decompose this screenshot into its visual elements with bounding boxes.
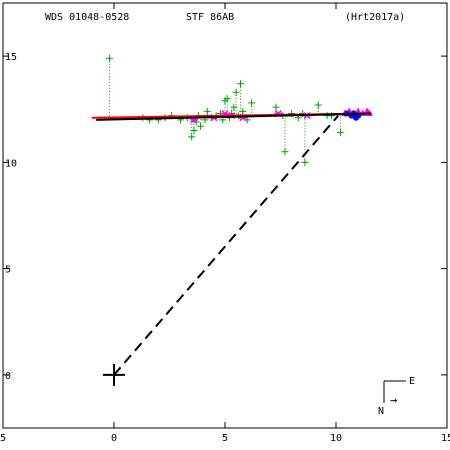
wds-id-label: WDS 01048-0528 <box>45 12 129 23</box>
x-tick-label: 0 <box>111 433 117 444</box>
axis-ticks: 5 0 5 10 15 0 5 10 15 <box>0 3 450 444</box>
y-tick-label: 5 <box>5 265 11 276</box>
reference-label: (Hrt2017a) <box>345 12 405 23</box>
y-tick-label: 0 <box>5 371 11 382</box>
compass-north-label: N <box>378 406 384 417</box>
compass-arrow: → <box>390 393 397 407</box>
x-tick-label: 15 <box>441 433 450 444</box>
y-tick-label: 10 <box>5 158 17 169</box>
primary-to-secondary-dashed-line <box>113 114 339 376</box>
data-points <box>91 54 373 386</box>
compass: E N → <box>378 376 415 417</box>
plot-frame <box>2 2 448 429</box>
fit-line <box>96 112 372 121</box>
x-tick-label: 5 <box>222 433 228 444</box>
x-tick-label: 10 <box>330 433 342 444</box>
plot-border <box>2 2 448 429</box>
discoverer-label: STF 86AB <box>186 12 234 23</box>
y-tick-label: 15 <box>5 52 17 63</box>
x-tick-label: 5 <box>0 433 6 444</box>
compass-east-label: E <box>409 376 415 387</box>
